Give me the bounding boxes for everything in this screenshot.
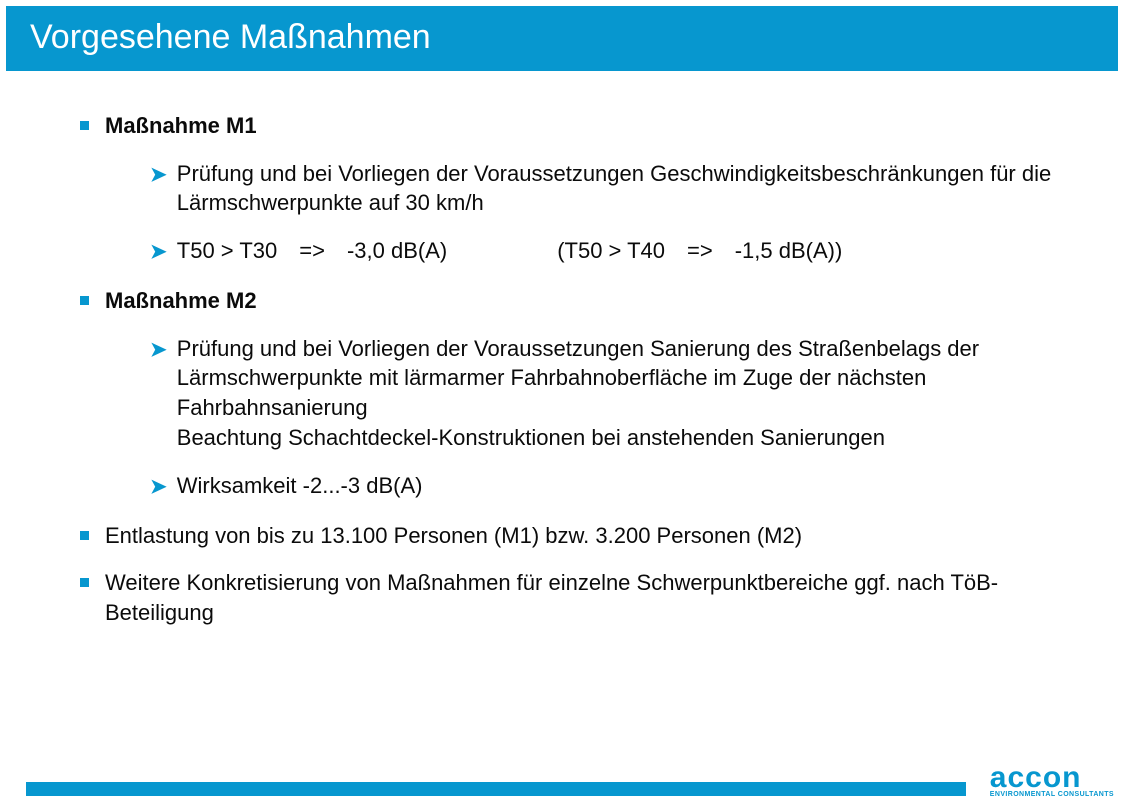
chevron-right-icon: ➤	[150, 474, 167, 501]
square-bullet-icon	[80, 121, 89, 130]
bullet-item: Maßnahme M2	[80, 286, 1064, 316]
company-logo: accon ENVIRONMENTAL CONSULTANTS	[990, 764, 1114, 796]
sub-item-text: Wirksamkeit -2...-3 dB(A)	[177, 471, 1064, 501]
bullet-item: Maßnahme M1	[80, 111, 1064, 141]
bullet-item: Weitere Konkretisierung von Maßnahmen fü…	[80, 568, 1064, 627]
chevron-right-icon: ➤	[150, 162, 167, 189]
slide-body: Maßnahme M1 ➤ Prüfung und bei Vorliegen de…	[0, 71, 1124, 628]
sub-item-text: Prüfung und bei Vorliegen der Voraussetz…	[177, 334, 1064, 453]
square-bullet-icon	[80, 578, 89, 587]
sub-list: ➤ Prüfung und bei Vorliegen der Vorausset…	[150, 334, 1064, 501]
square-bullet-icon	[80, 531, 89, 540]
chevron-right-icon: ➤	[150, 337, 167, 364]
sub-item: ➤ Prüfung und bei Vorliegen der Vorausset…	[150, 334, 1064, 453]
logo-subtitle: ENVIRONMENTAL CONSULTANTS	[990, 791, 1114, 796]
bullet-text: Weitere Konkretisierung von Maßnahmen fü…	[105, 568, 1064, 627]
bullet-text: Maßnahme M1	[105, 111, 257, 141]
slide-title: Vorgesehene Maßnahmen	[30, 18, 431, 56]
sub-item: ➤ Wirksamkeit -2...-3 dB(A)	[150, 471, 1064, 501]
footer-accent-bar	[26, 782, 966, 796]
logo-text: accon	[990, 764, 1114, 791]
bullet-text: Maßnahme M2	[105, 286, 257, 316]
square-bullet-icon	[80, 296, 89, 305]
slide-title-bar: Vorgesehene Maßnahmen	[6, 6, 1118, 71]
sub-item-text: Prüfung und bei Vorliegen der Voraussetz…	[177, 159, 1064, 218]
bullet-text: Entlastung von bis zu 13.100 Personen (M…	[105, 521, 802, 551]
chevron-right-icon: ➤	[150, 239, 167, 266]
bullet-item: Entlastung von bis zu 13.100 Personen (M…	[80, 521, 1064, 551]
sub-item: ➤ T50 > T30 => -3,0 dB(A) (T50 > T40 => -…	[150, 236, 1064, 266]
sub-item-text: T50 > T30 => -3,0 dB(A) (T50 > T40 => -1…	[177, 236, 1064, 266]
sub-item: ➤ Prüfung und bei Vorliegen der Vorausset…	[150, 159, 1064, 218]
sub-list: ➤ Prüfung und bei Vorliegen der Vorausset…	[150, 159, 1064, 266]
